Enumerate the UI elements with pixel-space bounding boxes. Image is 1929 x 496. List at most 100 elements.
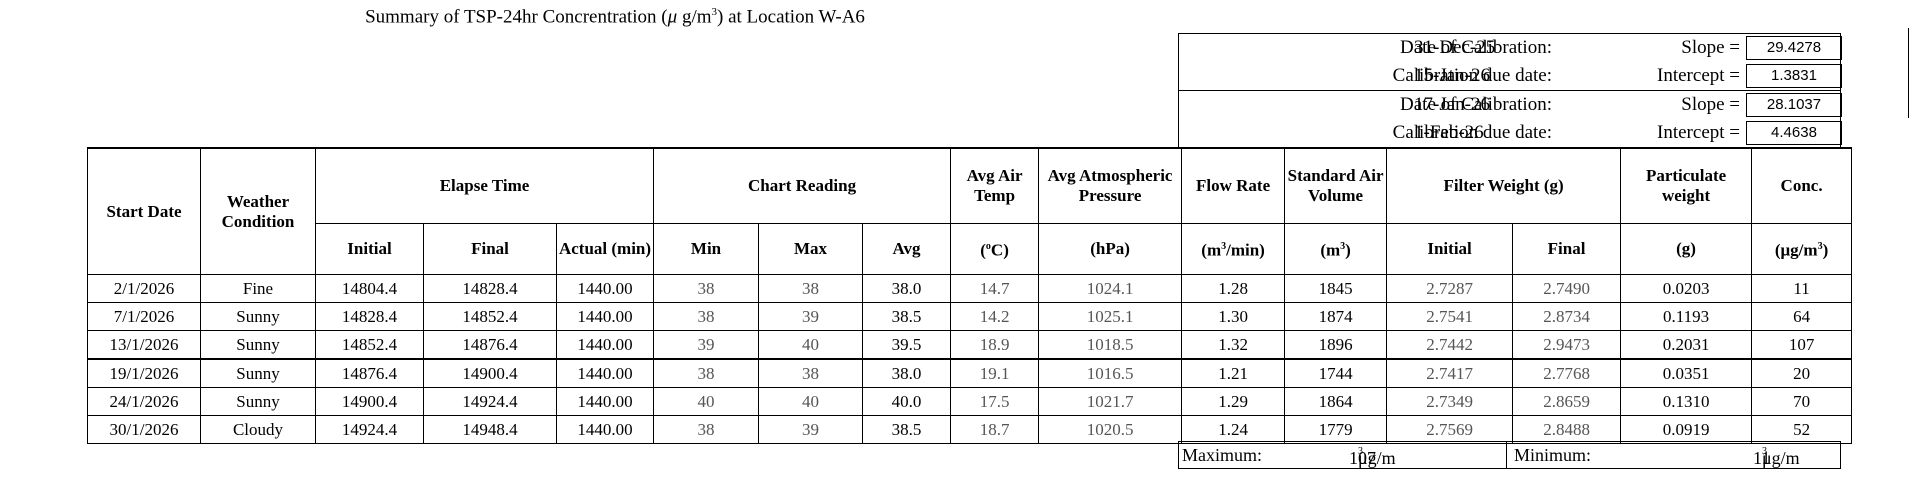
cell-weather: Fine	[200, 274, 316, 303]
cell-elapse-initial: 14900.4	[315, 387, 424, 416]
intercept-label: Intercept =	[1657, 122, 1740, 143]
table-row: 30/1/2026 Cloudy 14924.4 14948.4 1440.00 38 39…	[87, 415, 1853, 444]
cell-filter-final: 2.8659	[1512, 387, 1622, 416]
maximum-label: Maximum:	[1182, 445, 1262, 465]
calibration-due-date: 15-Jan-26	[1414, 65, 1490, 86]
cell-chart-max: 38	[758, 274, 864, 303]
calibration-date-label: Date of Calibration:	[1400, 37, 1552, 58]
header-chart-min: Min	[653, 223, 760, 275]
cell-filter-final: 2.7490	[1512, 274, 1622, 303]
header-particulate-unit: (g)	[1620, 223, 1753, 275]
header-conc: Conc.	[1751, 147, 1853, 224]
table-row: 13/1/2026 Sunny 14852.4 14876.4 1440.00 39 40 3…	[87, 330, 1853, 360]
cell-conc: 20	[1751, 358, 1853, 388]
slope-value: 28.1037	[1746, 93, 1842, 117]
maximum-value: 107 μg/m 3	[1349, 446, 1396, 468]
cell-flow-rate: 1.24	[1181, 415, 1286, 444]
cell-chart-max: 39	[758, 415, 864, 444]
cell-std-air-volume: 1845	[1284, 274, 1388, 303]
header-chart-avg: Avg	[862, 223, 952, 275]
header-conc-unit: (μg/m3)	[1751, 223, 1853, 275]
cell-chart-min: 39	[653, 330, 760, 360]
header-filter-weight: Filter Weight (g)	[1386, 147, 1622, 224]
cell-chart-max: 40	[758, 330, 864, 360]
header-elapse-final: Final	[423, 223, 557, 275]
header-std-air-volume: Standard Air Volume	[1284, 147, 1388, 224]
cell-conc: 64	[1751, 302, 1853, 331]
table-row: 2/1/2026 Fine 14804.4 14828.4 1440.00 38 38 38.…	[87, 274, 1853, 303]
intercept-value: 1.3831	[1746, 64, 1842, 88]
calibration-due-label: Calibration due date:	[1392, 122, 1552, 143]
cell-chart-min: 38	[653, 415, 760, 444]
calibration-row: Date of Calibration: 31-Dec-25 Slope = 2…	[1179, 34, 1842, 62]
calibration-row: Date of Calibration: 17-Jan-26 Slope = 2…	[1179, 91, 1842, 119]
cell-weather: Sunny	[200, 302, 316, 331]
cell-start-date: 13/1/2026	[87, 330, 201, 360]
cell-flow-rate: 1.21	[1181, 358, 1286, 388]
minimum-value: 11 μg/m 3	[1753, 446, 1800, 468]
summary-divider	[1506, 442, 1507, 468]
cell-chart-avg: 38.0	[862, 358, 952, 388]
cell-chart-avg: 38.5	[862, 415, 952, 444]
cell-particulate: 0.2031	[1620, 330, 1753, 360]
cell-pressure: 1016.5	[1038, 358, 1183, 388]
cell-std-air-volume: 1896	[1284, 330, 1388, 360]
cell-filter-initial: 2.7569	[1386, 415, 1514, 444]
calibration-due-label: Calibration due date:	[1392, 65, 1552, 86]
cell-air-temp: 19.1	[950, 358, 1040, 388]
header-elapse-actual: Actual (min)	[555, 223, 655, 275]
cell-filter-final: 2.8488	[1512, 415, 1622, 444]
header-pressure-unit: (hPa)	[1038, 223, 1183, 275]
table-row: 19/1/2026 Sunny 14876.4 14900.4 1440.00 38 38 3…	[87, 358, 1853, 388]
cell-elapse-actual: 1440.00	[555, 274, 655, 303]
cell-particulate: 0.0203	[1620, 274, 1753, 303]
minimum-label: Minimum:	[1514, 445, 1592, 465]
cell-filter-final: 2.9473	[1512, 330, 1622, 360]
cell-start-date: 2/1/2026	[87, 274, 201, 303]
cell-elapse-final: 14876.4	[423, 330, 557, 360]
cell-elapse-actual: 1440.00	[555, 415, 655, 444]
cell-std-air-volume: 1864	[1284, 387, 1388, 416]
cell-elapse-final: 14948.4	[423, 415, 557, 444]
cell-chart-min: 40	[653, 387, 760, 416]
cell-particulate: 0.0351	[1620, 358, 1753, 388]
cell-elapse-initial: 14828.4	[315, 302, 424, 331]
cell-filter-initial: 2.7442	[1386, 330, 1514, 360]
cell-std-air-volume: 1744	[1284, 358, 1388, 388]
cell-particulate: 0.1310	[1620, 387, 1753, 416]
cell-chart-max: 40	[758, 387, 864, 416]
cell-filter-final: 2.8734	[1512, 302, 1622, 331]
cell-std-air-volume: 1874	[1284, 302, 1388, 331]
calibration-row: Calibration due date: 15-Jan-26 Intercep…	[1179, 62, 1842, 90]
cell-chart-avg: 39.5	[862, 330, 952, 360]
cell-conc: 107	[1751, 330, 1853, 360]
header-air-temp: Avg Air Temp	[950, 147, 1040, 224]
cell-elapse-actual: 1440.00	[555, 387, 655, 416]
cell-pressure: 1025.1	[1038, 302, 1183, 331]
cell-chart-avg: 38.0	[862, 274, 952, 303]
cell-filter-final: 2.7768	[1512, 358, 1622, 388]
cell-elapse-actual: 1440.00	[555, 302, 655, 331]
cell-elapse-final: 14924.4	[423, 387, 557, 416]
table-row: 24/1/2026 Sunny 14900.4 14924.4 1440.00 40 40 4…	[87, 387, 1853, 416]
cell-air-temp: 18.9	[950, 330, 1040, 360]
cell-elapse-initial: 14852.4	[315, 330, 424, 360]
cell-conc: 70	[1751, 387, 1853, 416]
cell-particulate: 0.1193	[1620, 302, 1753, 331]
header-temp-unit: (oC)	[950, 223, 1040, 275]
summary-row: Maximum: 107 μg/m 3 Minimum: 11 μg/m 3	[1178, 441, 1841, 469]
header-flow-rate: Flow Rate	[1181, 147, 1286, 224]
calibration-row: Calibration due date: 1-Feb-26 Intercept…	[1179, 119, 1842, 147]
cell-weather: Sunny	[200, 358, 316, 388]
header-volume-unit: (m3)	[1284, 223, 1388, 275]
cell-flow-rate: 1.30	[1181, 302, 1286, 331]
cell-chart-max: 39	[758, 302, 864, 331]
cell-filter-initial: 2.7541	[1386, 302, 1514, 331]
cell-flow-rate: 1.32	[1181, 330, 1286, 360]
cell-elapse-final: 14900.4	[423, 358, 557, 388]
header-weather: Weather Condition	[200, 147, 316, 275]
calibration-due-date: 1-Feb-26	[1414, 122, 1484, 143]
cell-conc: 11	[1751, 274, 1853, 303]
slope-value: 29.4278	[1746, 36, 1842, 60]
header-elapse-time: Elapse Time	[314, 147, 655, 224]
